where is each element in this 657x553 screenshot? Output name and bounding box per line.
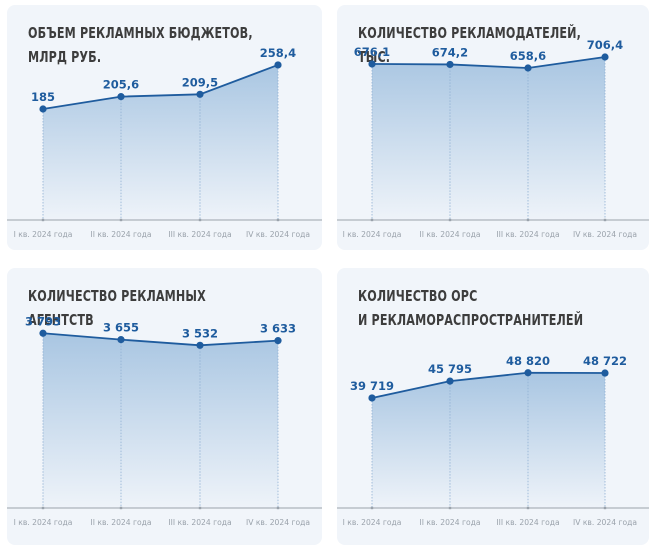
data-point [39, 329, 47, 337]
x-axis-tick [603, 506, 607, 510]
x-tick-label: III кв. 2024 года [168, 230, 231, 239]
data-label: 258,4 [260, 46, 296, 60]
x-axis-tick [448, 218, 452, 222]
chart-card-ad-budgets: ОБЪЕМ РЕКЛАМНЫХ БЮДЖЕТОВ, МЛРД РУБ. 185 I… [7, 5, 322, 250]
chart-title: ОБЪЕМ РЕКЛАМНЫХ БЮДЖЕТОВ, МЛРД РУБ. [28, 21, 253, 69]
chart-title: КОЛИЧЕСТВО РЕКЛАМНЫХ АГЕНТСТВ [28, 284, 206, 332]
data-point [117, 336, 125, 344]
x-axis-tick [198, 218, 202, 222]
data-point [274, 61, 282, 69]
x-axis-tick [276, 218, 280, 222]
x-axis-tick [41, 506, 45, 510]
x-tick-label: IV кв. 2024 года [246, 518, 310, 527]
x-axis-tick [119, 218, 123, 222]
area-fill [372, 372, 605, 508]
data-label: 209,5 [182, 75, 218, 89]
data-label: 205,6 [103, 78, 139, 92]
x-tick-label: III кв. 2024 года [168, 518, 231, 527]
chart-title-line: И РЕКЛАМОРАСПРОСТРАНИТЕЛЕЙ [358, 311, 584, 329]
x-tick-label: III кв. 2024 года [496, 230, 559, 239]
data-point [196, 90, 204, 98]
x-tick-label: I кв. 2024 года [14, 230, 73, 239]
x-tick-label: II кв. 2024 года [419, 518, 480, 527]
data-point [601, 53, 609, 61]
area-fill [43, 333, 278, 508]
data-point [446, 377, 454, 385]
data-label: 39 719 [350, 379, 394, 393]
data-point [117, 93, 125, 101]
data-label: 3 793 [25, 314, 61, 328]
x-tick-label: IV кв. 2024 года [573, 518, 637, 527]
data-label: 706,4 [587, 38, 623, 52]
x-tick-label: II кв. 2024 года [419, 230, 480, 239]
data-point [274, 337, 282, 345]
chart-title-line: КОЛИЧЕСТВО ОРС [358, 287, 478, 305]
chart-title-line: МЛРД РУБ. [28, 48, 102, 66]
series-line [42, 332, 279, 347]
data-label: 3 532 [182, 326, 218, 340]
chart-title-line: КОЛИЧЕСТВО РЕКЛАМНЫХ [28, 287, 206, 305]
x-tick-label: II кв. 2024 года [90, 518, 151, 527]
x-axis-tick [526, 506, 530, 510]
x-axis-tick [276, 506, 280, 510]
data-point [368, 394, 376, 402]
chart-title: КОЛИЧЕСТВО ОРС И РЕКЛАМОРАСПРОСТРАНИТЕЛЕ… [358, 284, 583, 332]
series-line [42, 64, 279, 110]
series-line [371, 56, 606, 69]
x-tick-label: IV кв. 2024 года [246, 230, 310, 239]
data-label: 674,2 [432, 45, 468, 59]
chart-card-agencies: КОЛИЧЕСТВО РЕКЛАМНЫХ АГЕНТСТВ 3 793 I кв.… [7, 268, 322, 545]
data-label: 48 722 [583, 354, 627, 368]
x-tick-label: I кв. 2024 года [14, 518, 73, 527]
area-fill [43, 64, 278, 221]
area-fill [372, 56, 605, 220]
data-label: 676,1 [354, 45, 390, 59]
x-axis-tick [41, 218, 45, 222]
data-point [601, 369, 609, 377]
chart-title-line: АГЕНТСТВ [28, 311, 94, 329]
x-tick-label: IV кв. 2024 года [573, 230, 637, 239]
x-axis-tick [370, 506, 374, 510]
chart-title: КОЛИЧЕСТВО РЕКЛАМОДАТЕЛЕЙ, ТЫС. [358, 21, 581, 69]
x-tick-label: I кв. 2024 года [343, 230, 402, 239]
data-label: 3 655 [103, 321, 139, 335]
chart-title-line: КОЛИЧЕСТВО РЕКЛАМОДАТЕЛЕЙ, [358, 24, 581, 42]
data-point [524, 369, 532, 377]
data-point [446, 60, 454, 69]
data-point [196, 341, 204, 349]
x-axis-tick [448, 506, 452, 510]
x-axis-tick [198, 506, 202, 510]
data-point [524, 64, 532, 72]
data-label: 658,6 [510, 49, 546, 63]
data-label: 185 [31, 90, 55, 104]
chart-plot: 185 I кв. 2024 года 205,6 II кв. 2024 года 2… [7, 46, 322, 239]
data-point [39, 105, 47, 113]
data-label: 3 633 [260, 322, 296, 336]
chart-plot: 39 719 I кв. 2024 года 45 795 II кв. 2024 г… [337, 354, 649, 527]
x-tick-label: III кв. 2024 года [496, 518, 559, 527]
x-tick-label: I кв. 2024 года [343, 518, 402, 527]
chart-card-advertisers: КОЛИЧЕСТВО РЕКЛАМОДАТЕЛЕЙ, ТЫС. 676,1 I к… [337, 5, 649, 250]
chart-title-line: ТЫС. [358, 48, 391, 66]
data-label: 48 820 [506, 354, 550, 368]
x-axis-tick [119, 506, 123, 510]
x-axis-tick [370, 218, 374, 222]
data-point [368, 60, 376, 68]
series-line [371, 371, 606, 399]
x-tick-label: II кв. 2024 года [90, 230, 151, 239]
x-axis-tick [526, 218, 530, 222]
chart-plot: 3 793 I кв. 2024 года 3 655 II кв. 2024 год… [7, 314, 322, 527]
x-axis-tick [603, 218, 607, 222]
chart-card-distributors: КОЛИЧЕСТВО ОРС И РЕКЛАМОРАСПРОСТРАНИТЕЛЕ… [337, 268, 649, 545]
chart-title-line: ОБЪЕМ РЕКЛАМНЫХ БЮДЖЕТОВ, [28, 24, 253, 42]
data-label: 45 795 [428, 362, 472, 376]
chart-plot: 676,1 I кв. 2024 года 674,2 II кв. 2024 год… [337, 38, 649, 239]
